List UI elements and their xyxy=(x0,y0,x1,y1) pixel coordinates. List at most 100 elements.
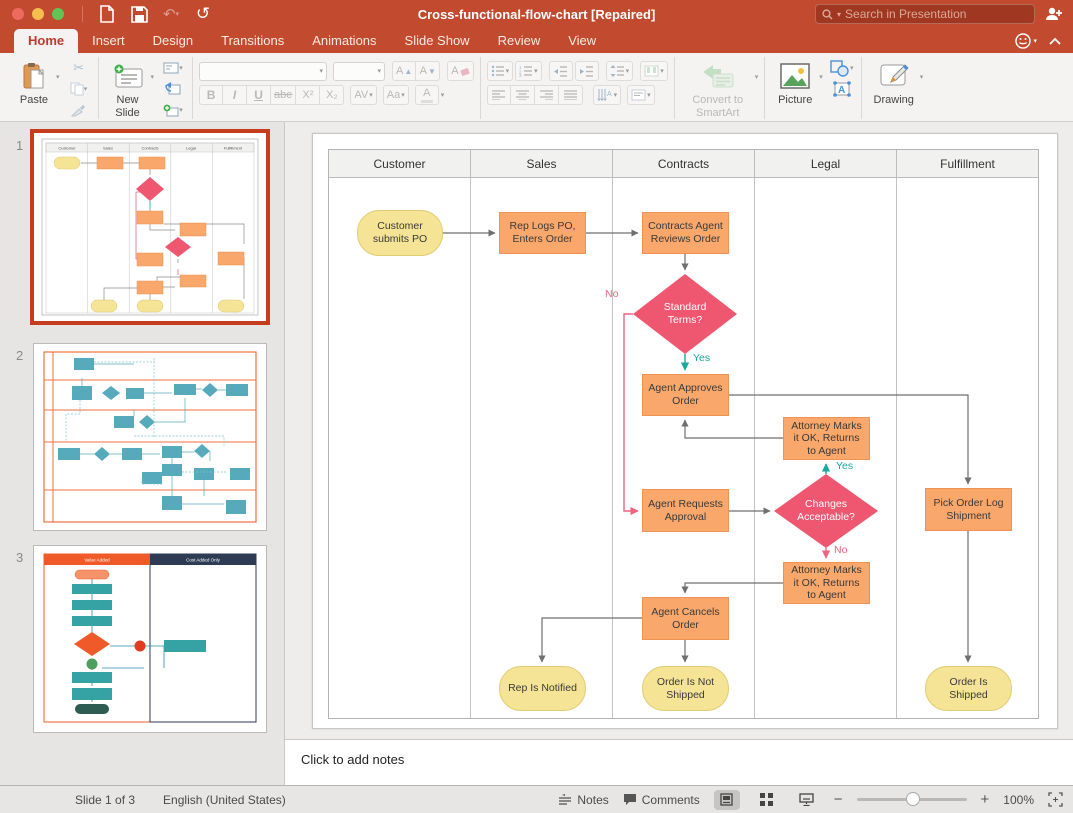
slideshow-view-button[interactable] xyxy=(794,790,820,810)
slide-layout-icon[interactable]: ▾ xyxy=(160,59,186,77)
flow-node-agent-cancels[interactable]: Agent Cancels Order xyxy=(642,597,729,640)
flow-node-rep-notified[interactable]: Rep Is Notified xyxy=(499,666,586,711)
zoom-level[interactable]: 100% xyxy=(1003,792,1034,807)
tab-transitions[interactable]: Transitions xyxy=(221,33,285,48)
tab-design[interactable]: Design xyxy=(152,33,194,48)
share-add-person-icon[interactable] xyxy=(1045,7,1063,21)
character-spacing-button[interactable]: AV ▾ xyxy=(350,85,377,105)
reset-slide-icon[interactable] xyxy=(160,80,186,98)
collapse-ribbon-icon[interactable] xyxy=(1049,37,1061,45)
lane-header-legal[interactable]: Legal xyxy=(755,150,897,178)
feedback-smiley-icon[interactable]: ▾ xyxy=(1015,33,1037,49)
font-color-caret[interactable]: ▾ xyxy=(440,92,445,99)
notes-toggle-button[interactable]: Notes xyxy=(558,793,609,807)
notes-pane[interactable]: Click to add notes xyxy=(285,739,1073,785)
zoom-slider[interactable] xyxy=(856,792,967,806)
search-field[interactable]: ▾ xyxy=(815,4,1035,24)
shapes-icon[interactable]: ▾ xyxy=(829,59,855,77)
flow-node-attorney-ok-2[interactable]: Attorney Marks it OK, Returns to Agent xyxy=(783,562,870,604)
new-slide-menu-caret[interactable]: ▾ xyxy=(150,74,155,81)
lane-header-sales[interactable]: Sales xyxy=(471,150,613,178)
slide-canvas[interactable]: Customer Sales Contracts Legal Fulfillme… xyxy=(285,122,1073,739)
clear-formatting-button[interactable]: A xyxy=(447,61,474,81)
font-name-select[interactable]: ▾ xyxy=(199,61,328,81)
flow-node-rep-logs[interactable]: Rep Logs PO, Enters Order xyxy=(499,212,586,254)
picture-menu-caret[interactable]: ▾ xyxy=(819,74,823,81)
normal-view-button[interactable] xyxy=(713,789,740,810)
columns-button[interactable]: ▾ xyxy=(640,61,668,81)
align-center-button[interactable] xyxy=(510,85,535,105)
tab-review[interactable]: Review xyxy=(497,33,541,48)
comments-toggle-button[interactable]: Comments xyxy=(623,793,700,807)
new-presentation-icon[interactable] xyxy=(95,4,119,24)
paste-menu-caret[interactable]: ▾ xyxy=(56,74,60,81)
close-window-button[interactable] xyxy=(12,8,24,20)
tab-view[interactable]: View xyxy=(568,33,597,48)
lane-header-contracts[interactable]: Contracts xyxy=(613,150,755,178)
search-scope-caret[interactable]: ▾ xyxy=(837,9,842,19)
flow-node-shipped[interactable]: Order Is Shipped xyxy=(925,666,1012,711)
flow-node-changes-acceptable[interactable]: Changes Acceptable? xyxy=(774,474,878,548)
flow-node-start[interactable]: Customer submits PO xyxy=(357,210,443,256)
flow-node-not-shipped[interactable]: Order Is Not Shipped xyxy=(642,666,729,711)
minimize-window-button[interactable] xyxy=(32,8,44,20)
flow-node-agent-reviews[interactable]: Contracts Agent Reviews Order xyxy=(642,212,729,254)
slide-thumbnail-2[interactable] xyxy=(33,343,267,531)
zoom-in-button[interactable]: + xyxy=(980,791,990,808)
slide-thumbnail-3[interactable]: Value Added Cost Added Only xyxy=(33,545,267,733)
font-size-input[interactable] xyxy=(337,65,378,77)
bold-button[interactable]: B xyxy=(199,85,224,105)
zoom-slider-knob[interactable] xyxy=(906,792,921,806)
drawing-button[interactable]: Drawing xyxy=(868,59,920,107)
shrink-font-button[interactable]: A ▼ xyxy=(416,61,441,81)
bullets-button[interactable]: ▾ xyxy=(486,61,514,81)
lane-header-customer[interactable]: Customer xyxy=(329,150,471,178)
align-left-button[interactable] xyxy=(486,85,511,105)
subscript-button[interactable]: X₂ xyxy=(320,85,345,105)
zoom-out-button[interactable]: − xyxy=(833,791,843,808)
font-color-button[interactable]: A xyxy=(414,85,439,105)
zoom-window-button[interactable] xyxy=(52,8,64,20)
flow-node-attorney-ok-1[interactable]: Attorney Marks it OK, Returns to Agent xyxy=(783,417,870,460)
save-icon[interactable] xyxy=(127,4,151,24)
flow-node-agent-approves[interactable]: Agent Approves Order xyxy=(642,374,729,416)
picture-button[interactable]: Picture xyxy=(771,59,819,107)
redo-icon[interactable]: ↺ xyxy=(195,4,211,23)
text-direction-button[interactable]: A ▾ xyxy=(592,85,622,105)
drawing-menu-caret[interactable]: ▾ xyxy=(919,74,924,81)
tab-insert[interactable]: Insert xyxy=(92,33,125,48)
flow-node-agent-requests[interactable]: Agent Requests Approval xyxy=(642,489,729,532)
tab-slide-show[interactable]: Slide Show xyxy=(404,33,470,48)
font-size-select[interactable]: ▾ xyxy=(333,61,386,81)
tab-home[interactable]: Home xyxy=(14,29,79,53)
font-name-input[interactable] xyxy=(203,65,320,77)
grow-font-button[interactable]: A ▲ xyxy=(392,61,417,81)
text-box-icon[interactable]: A xyxy=(829,80,855,98)
align-text-button[interactable]: ▾ xyxy=(627,85,655,105)
paste-button[interactable]: Paste xyxy=(12,59,56,107)
slide-sorter-view-button[interactable] xyxy=(754,790,780,810)
slide-thumbnail-1[interactable]: Customer Sales Contracts Legal Fulfillment xyxy=(30,129,270,325)
section-icon[interactable]: ▾ xyxy=(160,101,186,119)
search-input[interactable] xyxy=(845,7,1006,21)
justify-button[interactable] xyxy=(558,85,583,105)
slide-1[interactable]: Customer Sales Contracts Legal Fulfillme… xyxy=(312,133,1058,729)
new-slide-button[interactable]: New Slide xyxy=(105,59,151,119)
increase-indent-button[interactable] xyxy=(574,61,599,81)
decrease-indent-button[interactable] xyxy=(548,61,573,81)
flow-node-pick-order[interactable]: Pick Order Log Shipment xyxy=(925,488,1012,531)
lane-header-fulfillment[interactable]: Fulfillment xyxy=(897,150,1038,178)
align-right-button[interactable] xyxy=(534,85,559,105)
strikethrough-button[interactable]: abe xyxy=(271,85,297,105)
italic-button[interactable]: I xyxy=(223,85,248,105)
underline-button[interactable]: U xyxy=(247,85,272,105)
tab-animations[interactable]: Animations xyxy=(312,33,377,48)
numbering-button[interactable]: 1 2 3 ▾ xyxy=(515,61,542,81)
flow-node-standard-terms[interactable]: Standard Terms? xyxy=(633,274,737,354)
line-spacing-button[interactable]: ▾ xyxy=(605,61,634,81)
change-case-button[interactable]: Aa ▾ xyxy=(382,85,409,105)
swimlane-table[interactable]: Customer Sales Contracts Legal Fulfillme… xyxy=(328,149,1039,719)
language-indicator[interactable]: English (United States) xyxy=(163,792,286,807)
superscript-button[interactable]: X² xyxy=(296,85,321,105)
fit-slide-to-window-icon[interactable] xyxy=(1048,792,1063,807)
